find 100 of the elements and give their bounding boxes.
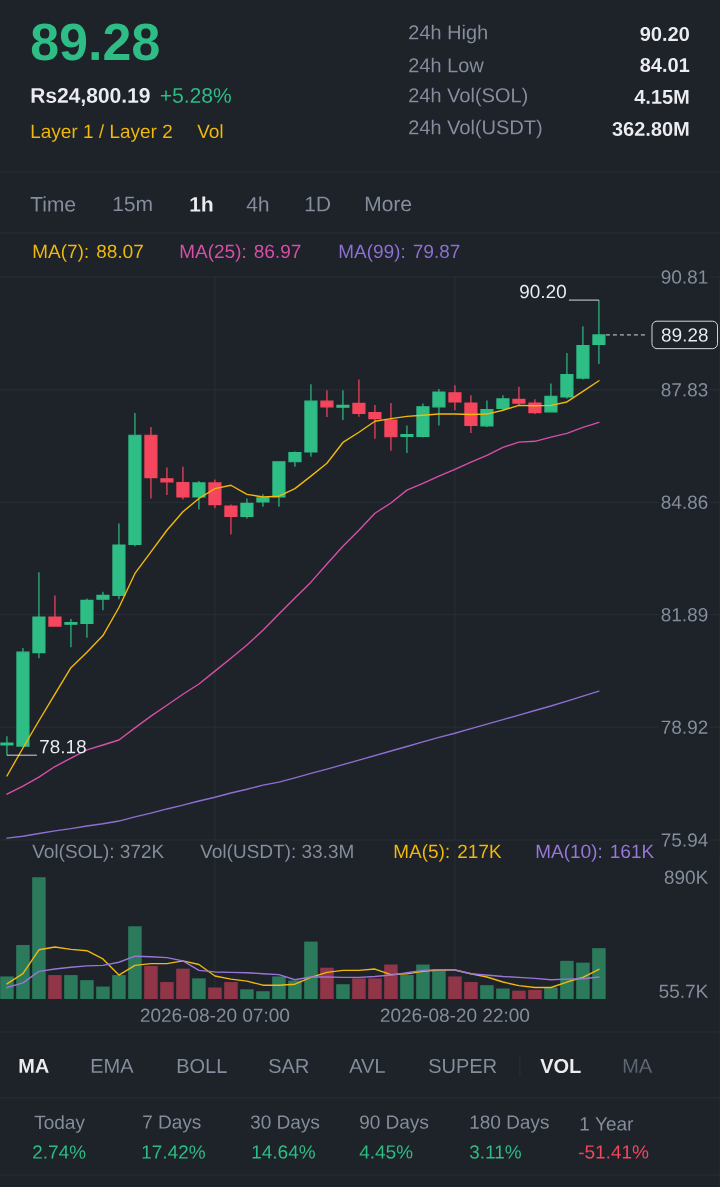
text: 4.15M [634, 90, 689, 104]
bar [80, 980, 94, 999]
candlestick [288, 450, 302, 468]
candlestick [416, 402, 430, 439]
candlestick [512, 386, 526, 406]
y-tick-label: 87.83 [661, 383, 708, 397]
text: Layer 1 / Layer 2 [31, 124, 172, 142]
bar [336, 984, 350, 999]
text: 84.01 [640, 57, 690, 73]
candlestick [464, 394, 478, 434]
bar [480, 985, 494, 999]
candlestick [240, 497, 254, 520]
text: More [365, 196, 412, 212]
candlestick [176, 466, 190, 501]
bar [208, 987, 222, 999]
text: 90.20 [640, 26, 689, 42]
candlestick [256, 493, 270, 508]
bar [176, 968, 190, 999]
bar [384, 964, 398, 999]
candlestick [384, 402, 398, 452]
bar [240, 989, 254, 999]
text: MA [623, 1059, 653, 1073]
y-tick-label: 75.94 [661, 833, 708, 847]
text: 24h Vol(SOL) [409, 87, 528, 107]
text: 14.64% [252, 1145, 315, 1159]
candlestick [128, 412, 142, 547]
candlestick [544, 382, 558, 414]
text: MA(25): 86.97 [180, 244, 301, 262]
text: 1h [190, 196, 213, 212]
bar [592, 948, 606, 999]
bar [464, 982, 478, 999]
y-tick-label: 90.81 [661, 270, 708, 284]
text: 1D [305, 196, 331, 212]
bar [144, 965, 158, 999]
bar [192, 978, 206, 999]
bar [368, 978, 382, 999]
bar [256, 991, 270, 999]
y-tick-label: 55.7K [659, 984, 709, 999]
bar [32, 877, 46, 999]
candlestick [48, 594, 62, 628]
bar [272, 976, 286, 999]
bar [448, 976, 462, 999]
text: 90 Days [360, 1115, 429, 1133]
text: 4.45% [359, 1145, 413, 1159]
candlestick [192, 480, 206, 511]
y-tick-label: 81.89 [661, 607, 708, 622]
candlestick [112, 522, 126, 600]
text: EMA [91, 1059, 134, 1073]
bar [416, 964, 430, 999]
text: 7 Days [143, 1115, 201, 1133]
bar [528, 989, 542, 999]
bar [432, 969, 446, 999]
text: 362.80M [612, 121, 689, 137]
text: Rs24,800.19 [31, 88, 150, 106]
text: 15m [113, 196, 152, 212]
text: 89.28 [31, 23, 159, 61]
bar [512, 990, 526, 999]
candlestick [144, 426, 158, 500]
text: 17.42% [142, 1145, 205, 1159]
bar [576, 962, 590, 999]
ref-line-label: 89.28 [661, 328, 708, 342]
text: 2.74% [33, 1145, 86, 1159]
bar [224, 982, 238, 999]
bar [560, 960, 574, 999]
bar [96, 986, 110, 999]
text: MA [19, 1059, 49, 1073]
y-tick-label: 78.92 [661, 720, 708, 734]
text: MA(10): 161K [536, 844, 654, 862]
bar [496, 988, 510, 999]
text: 30 Days [250, 1115, 320, 1133]
candlestick [64, 618, 78, 648]
text: 24h Low [409, 57, 484, 73]
candlestick [32, 571, 46, 659]
x-tick-label: 2026-08-20 22:00 [380, 1008, 530, 1022]
candlestick [320, 389, 334, 418]
text: Time [30, 196, 76, 212]
bar [304, 941, 318, 999]
candlestick [304, 383, 318, 458]
candlestick [592, 299, 606, 365]
series-label: Vol(SOL): 372K [32, 844, 164, 862]
text: Vol [197, 124, 223, 139]
text: MA(5): 217K [394, 844, 502, 862]
bar [128, 926, 142, 999]
candlestick [448, 384, 462, 411]
y-tick-label: 84.86 [661, 495, 708, 509]
candlestick [0, 735, 14, 756]
text: +5.28% [160, 88, 231, 103]
candlestick [432, 388, 446, 427]
text: Today [34, 1115, 85, 1133]
candlestick [16, 647, 30, 748]
bar [48, 975, 62, 999]
text: 24h High [409, 24, 487, 44]
bar [64, 975, 78, 999]
candlestick [96, 591, 110, 611]
candlestick [576, 325, 590, 381]
text: 180 Days [470, 1115, 549, 1133]
candlestick [272, 461, 286, 508]
text: VOL [540, 1058, 581, 1074]
text: -51.41% [579, 1145, 649, 1159]
candlestick [160, 466, 174, 496]
